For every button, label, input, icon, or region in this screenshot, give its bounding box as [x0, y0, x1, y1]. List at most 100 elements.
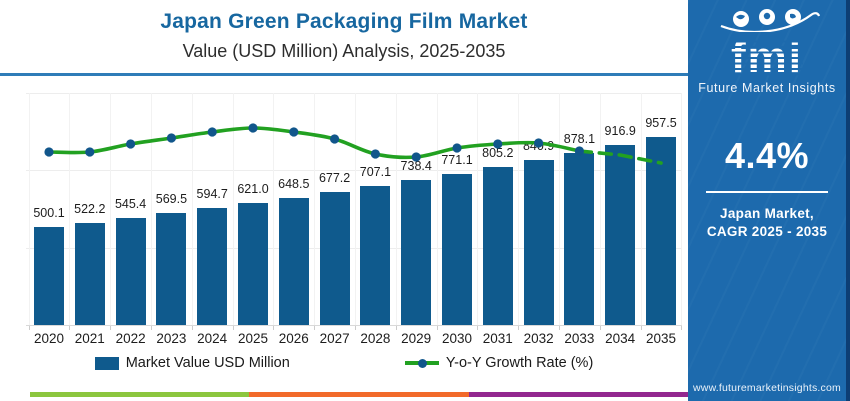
stripe-orange-segment: [249, 392, 469, 397]
bar: [319, 192, 350, 325]
line-marker: [289, 127, 299, 137]
fmi-wordmark: fmi: [731, 33, 803, 82]
bar: [646, 137, 676, 325]
fmi-globe-icons: [720, 9, 821, 34]
legend-label-market-value: Market Value USD Million: [125, 355, 290, 371]
gridline-vertical: [110, 93, 112, 325]
x-axis-label: 2025: [237, 331, 269, 346]
line-marker: [370, 149, 380, 159]
header-divider: [0, 73, 688, 76]
gridline-vertical: [559, 93, 560, 325]
gridline-vertical: [681, 93, 683, 325]
gridline-vertical: [151, 93, 152, 325]
bar-series-swatch: [94, 356, 119, 370]
gridline-horizontal: [26, 170, 682, 172]
line-marker-swatch: [417, 358, 427, 368]
bar-value-label: 569.5: [155, 192, 188, 207]
x-axis-label: 2024: [197, 331, 228, 346]
x-axis-tick: [559, 325, 560, 330]
gridline-vertical: [355, 93, 356, 325]
bar: [238, 203, 268, 325]
bar: [401, 180, 432, 325]
bar-value-label: 738.4: [400, 159, 432, 174]
bar-value-label: 677.2: [318, 171, 351, 186]
x-axis-label: 2021: [74, 331, 105, 346]
legend-label-growth-rate: Y-o-Y Growth Rate (%): [445, 355, 594, 371]
x-axis-tick: [436, 325, 438, 330]
cagr-value: 4.4%: [724, 134, 810, 176]
x-axis-tick: [273, 325, 275, 330]
x-axis-label: 2031: [482, 331, 513, 346]
x-axis-tick: [69, 325, 71, 330]
legend-item-market-value: Market Value USD Million: [94, 355, 290, 371]
bar: [197, 208, 228, 325]
x-axis-tick: [599, 325, 601, 330]
bar-value-label: 522.2: [74, 201, 106, 216]
line-marker: [248, 123, 258, 133]
chart-legend: Market Value USD Million Y-o-Y Growth Ra…: [0, 355, 688, 371]
gridline-vertical: [477, 93, 479, 325]
x-axis-label: 2026: [278, 331, 309, 346]
bar: [156, 213, 187, 325]
bar-value-label: 707.1: [359, 165, 392, 180]
gridline-vertical: [640, 93, 642, 325]
x-axis-tick: [518, 325, 520, 330]
bar: [564, 152, 595, 325]
x-axis-label: 2022: [115, 331, 146, 346]
stripe-purple-segment: [468, 392, 688, 397]
x-axis-tick: [232, 325, 234, 330]
bar-value-label: 957.5: [645, 116, 677, 131]
x-axis-label: 2023: [156, 331, 187, 346]
line-marker: [452, 143, 462, 153]
bar: [482, 167, 513, 325]
bar-value-label: 648.5: [278, 176, 310, 191]
page-title: Japan Green Packaging Film Market: [160, 10, 528, 33]
gridline-horizontal: [26, 93, 682, 94]
x-axis-tick: [395, 325, 397, 330]
line-marker: [44, 147, 54, 157]
page-subtitle: Value (USD Million) Analysis, 2025-2035: [182, 41, 506, 61]
bar-value-label: 594.7: [196, 187, 228, 202]
gridline-vertical: [28, 93, 30, 325]
fmi-tagline: Future Market Insights: [698, 80, 836, 95]
x-axis-tick: [355, 325, 356, 330]
x-axis-baseline: [26, 325, 682, 326]
x-axis-tick: [314, 325, 316, 330]
stripe-green-segment: [30, 392, 250, 397]
market-cagr-label: Japan Market, CAGR 2025 - 2035: [688, 205, 846, 241]
line-marker: [126, 139, 136, 149]
footer-color-stripe: [30, 392, 688, 397]
bar-value-label: 500.1: [33, 205, 65, 220]
gridline-vertical: [69, 93, 71, 325]
market-label-line2: CAGR 2025 - 2035: [706, 224, 828, 240]
right-edge-strip: [846, 0, 850, 401]
x-axis-tick: [191, 325, 193, 330]
gridline-vertical: [191, 93, 193, 325]
gridline-vertical: [273, 93, 275, 325]
plot-area: 500.1 2020 522.2 2021 545.4 2022 569.5 2023 594.…: [0, 84, 688, 350]
x-axis-tick: [681, 325, 683, 330]
bar: [360, 186, 391, 325]
x-axis-tick: [110, 325, 112, 330]
line-marker: [207, 127, 217, 137]
bar: [442, 173, 472, 325]
bar-value-label: 621.0: [237, 182, 269, 197]
bar: [74, 222, 105, 325]
bar: [115, 218, 146, 325]
website-link[interactable]: www.futuremarketinsights.com: [693, 382, 841, 394]
line-marker: [166, 133, 176, 143]
x-axis-label: 2033: [564, 331, 595, 346]
gridline-vertical: [599, 93, 601, 325]
x-axis-label: 2027: [319, 331, 350, 346]
x-axis-label: 2020: [33, 331, 65, 346]
x-axis-label: 2029: [401, 331, 432, 346]
x-axis-label: 2032: [523, 331, 554, 346]
line-marker: [85, 147, 95, 157]
brand-sidebar: fmi Future Market Insights 4.4% Japan Ma…: [688, 0, 846, 401]
gridline-vertical: [436, 93, 438, 325]
line-marker: [330, 134, 340, 144]
fmi-logo: fmi Future Market Insights: [688, 0, 846, 95]
bar-value-label: 916.9: [604, 124, 636, 139]
bar: [605, 145, 636, 325]
